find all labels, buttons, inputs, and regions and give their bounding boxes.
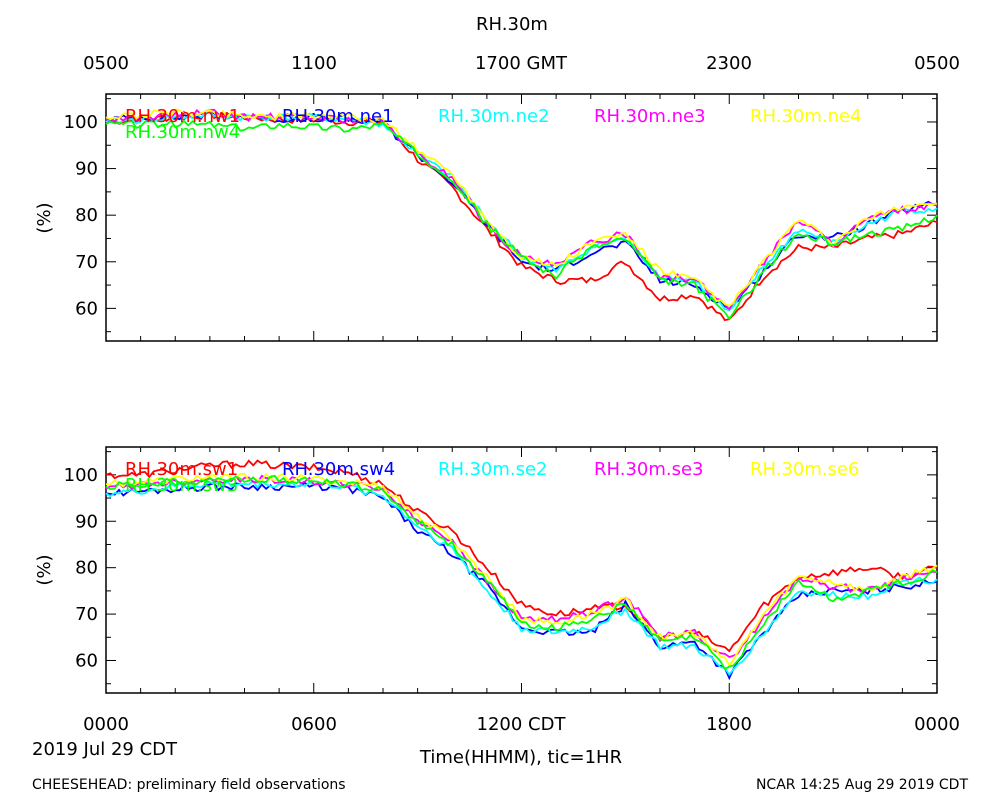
footer-left: CHEESEHEAD: preliminary field observatio… <box>32 777 346 793</box>
bottom-axis-label: 0000 <box>83 714 129 735</box>
x-axis-title: Time(HHMM), tic=1HR <box>419 747 622 768</box>
series-line-RH-30m-se2 <box>105 480 938 676</box>
bottom-axis-label: 0000 <box>914 714 960 735</box>
legend-entry: RH.30m.ne1 <box>282 106 394 127</box>
legend-entry: RH.30m.se2 <box>438 459 548 480</box>
bottom-panel: 60 70 80 90 100 RH.30m.sw1 RH.30m.sw4 RH.30m.se… <box>64 446 938 694</box>
date-label: 2019 Jul 29 CDT <box>32 739 178 760</box>
top-axis-label: 0500 <box>914 53 960 74</box>
y-tick-label: 90 <box>75 159 98 180</box>
chart-title: RH.30m <box>476 14 548 35</box>
y-axis-title-bottom: (%) <box>34 554 55 585</box>
y-tick-label: 80 <box>75 205 98 226</box>
legend-entry: RH.30m.ne2 <box>438 106 550 127</box>
y-tick-label: 60 <box>75 298 98 319</box>
bottom-axis-label: 1200 CDT <box>477 714 567 735</box>
legend-entry: RH.30m.sw4 <box>282 459 395 480</box>
y-tick-label: 70 <box>75 604 98 625</box>
footer-right: NCAR 14:25 Aug 29 2019 CDT <box>756 777 968 793</box>
legend-entry: RH.30m.sw1 <box>125 459 238 480</box>
series-line-RH-30m-nw1 <box>105 110 938 322</box>
y-tick-label: 90 <box>75 511 98 532</box>
y-tick-label: 100 <box>64 465 98 486</box>
top-axis-label: 1700 GMT <box>475 53 568 74</box>
top-panel: 60 70 80 90 100 RH.30m.nw1 RH.30m.ne1 RH.30m.ne… <box>64 93 938 342</box>
y-axis-title-top: (%) <box>34 202 55 233</box>
series-line-RH-30m-ne4 <box>105 108 938 307</box>
series-line-RH-30m-sw3 <box>105 474 938 671</box>
y-tick-label: 60 <box>75 651 98 672</box>
legend-entry: RH.30m.sw3 <box>125 475 238 496</box>
y-tick-label: 70 <box>75 252 98 273</box>
series-line-RH-30m-se6 <box>105 472 938 668</box>
series-line-RH-30m-sw4 <box>105 481 938 681</box>
series-line-RH-30m-nw4 <box>105 119 938 321</box>
legend-entry: RH.30m.ne3 <box>594 106 706 127</box>
top-axis-label: 1100 <box>291 53 337 74</box>
bottom-axis-label: 1800 <box>706 714 752 735</box>
top-axis-label: 0500 <box>83 53 129 74</box>
top-axis-label: 2300 <box>706 53 752 74</box>
legend-entry: RH.30m.se3 <box>594 459 704 480</box>
y-tick-label: 80 <box>75 558 98 579</box>
bottom-axis-label: 0600 <box>291 714 337 735</box>
y-tick-label: 100 <box>64 112 98 133</box>
legend-entry: RH.30m.ne4 <box>750 106 862 127</box>
legend-entry: RH.30m.nw1 <box>125 106 240 127</box>
legend-entry: RH.30m.se6 <box>750 459 860 480</box>
legend-entry: RH.30m.nw4 <box>125 122 240 143</box>
